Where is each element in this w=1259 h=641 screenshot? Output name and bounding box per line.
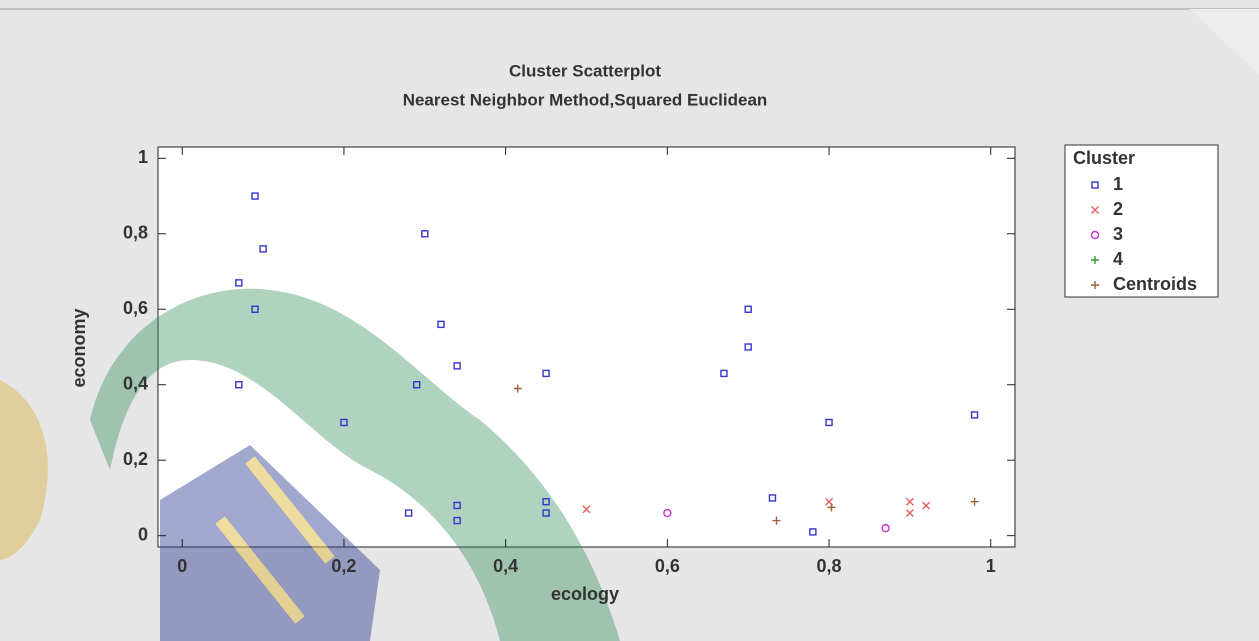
legend-label: Centroids bbox=[1113, 274, 1197, 294]
point bbox=[744, 305, 752, 313]
shield bbox=[160, 445, 380, 641]
y-tick-label: 0,8 bbox=[123, 223, 148, 243]
y-tick-label: 1 bbox=[138, 147, 148, 167]
point bbox=[235, 381, 243, 389]
point bbox=[251, 305, 259, 313]
point bbox=[437, 320, 445, 329]
legend-label: 3 bbox=[1113, 224, 1123, 244]
x-axis-label: ecology bbox=[551, 584, 619, 604]
x-tick-label: 0,6 bbox=[655, 556, 680, 576]
point bbox=[404, 509, 413, 517]
point bbox=[768, 494, 777, 502]
legend-label: 2 bbox=[1113, 199, 1123, 219]
watermark bbox=[0, 288, 620, 641]
point bbox=[970, 411, 979, 419]
point bbox=[340, 418, 348, 427]
point bbox=[772, 516, 781, 525]
trident bbox=[0, 380, 48, 560]
legend-title: Cluster bbox=[1073, 148, 1135, 168]
point bbox=[905, 509, 914, 518]
point bbox=[251, 192, 259, 200]
legend-marker bbox=[1091, 181, 1099, 189]
point bbox=[922, 501, 931, 510]
x-tick-label: 0,2 bbox=[331, 556, 356, 576]
point bbox=[744, 343, 752, 351]
x-tick-label: 0 bbox=[177, 556, 187, 576]
point bbox=[720, 369, 728, 378]
legend-marker bbox=[1091, 206, 1099, 214]
point bbox=[453, 501, 461, 510]
plot-area bbox=[157, 146, 1016, 548]
y-axis-label: economy bbox=[69, 308, 89, 387]
point bbox=[825, 418, 833, 427]
legend-marker bbox=[1091, 256, 1099, 264]
legend-marker bbox=[1091, 281, 1099, 289]
point bbox=[453, 362, 461, 370]
legend-label: 1 bbox=[1113, 174, 1123, 194]
y-tick-label: 0 bbox=[138, 524, 148, 544]
point bbox=[259, 245, 267, 253]
point bbox=[235, 279, 243, 287]
point bbox=[809, 528, 817, 536]
point bbox=[970, 497, 979, 506]
y-tick-label: 0,6 bbox=[123, 298, 148, 318]
point bbox=[582, 505, 591, 514]
legend-label: 4 bbox=[1113, 249, 1123, 269]
legend-box bbox=[1064, 144, 1219, 298]
point bbox=[453, 516, 461, 525]
point bbox=[413, 381, 421, 389]
point bbox=[542, 509, 550, 517]
point bbox=[542, 369, 550, 378]
point bbox=[905, 497, 914, 506]
x-tick-label: 0,8 bbox=[817, 556, 842, 576]
point bbox=[513, 384, 522, 393]
chart-title: Cluster Scatterplot bbox=[509, 61, 661, 80]
point bbox=[663, 508, 672, 518]
chart-subtitle: Nearest Neighbor Method,Squared Euclidea… bbox=[403, 90, 768, 109]
point bbox=[827, 503, 836, 512]
y-tick-label: 0,4 bbox=[123, 373, 148, 393]
y-tick-label: 0,2 bbox=[123, 449, 148, 469]
legend-marker bbox=[1090, 230, 1100, 240]
point bbox=[421, 230, 429, 238]
x-tick-label: 1 bbox=[986, 556, 996, 576]
corner-fold bbox=[1190, 9, 1259, 75]
wreath bbox=[90, 288, 620, 641]
x-tick-label: 0,4 bbox=[493, 556, 518, 576]
point bbox=[881, 523, 890, 533]
point bbox=[542, 498, 550, 506]
emblem-lines bbox=[215, 456, 335, 624]
